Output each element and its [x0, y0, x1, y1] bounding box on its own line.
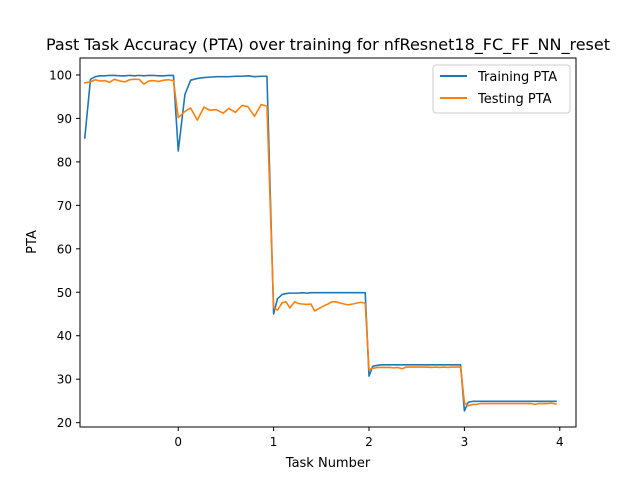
legend-box [432, 64, 571, 114]
x-tick-label: 1 [270, 435, 278, 449]
chart-title: Past Task Accuracy (PTA) over training f… [46, 35, 610, 55]
series-line-training [83, 74, 557, 412]
legend-label-training: Training PTA [477, 70, 557, 85]
y-tick-label: 50 [57, 286, 72, 300]
y-tick-label: 30 [57, 373, 72, 387]
legend: Training PTA Testing PTA [432, 64, 571, 114]
plot-frame [79, 57, 577, 428]
y-tick-label: 20 [57, 416, 72, 430]
y-tick-label: 80 [57, 155, 72, 169]
x-tick-label: 3 [461, 435, 469, 449]
y-tick-label: 40 [57, 329, 72, 343]
x-axis: 0 1 2 3 4 [174, 427, 564, 449]
x-tick-label: 0 [174, 435, 182, 449]
x-axis-label: Task Number [285, 456, 371, 471]
y-tick-label: 90 [57, 112, 72, 126]
plot-lines [83, 74, 557, 412]
y-tick-label: 60 [57, 242, 72, 256]
series-line-testing [83, 78, 557, 407]
x-tick-label: 2 [365, 435, 373, 449]
y-tick-label: 100 [49, 68, 72, 82]
y-axis-label: PTA [25, 230, 40, 254]
y-tick-label: 70 [57, 199, 72, 213]
x-tick-label: 4 [556, 435, 564, 449]
y-axis: 20 30 40 50 60 70 80 90 100 [49, 68, 80, 430]
legend-label-testing: Testing PTA [477, 92, 552, 107]
